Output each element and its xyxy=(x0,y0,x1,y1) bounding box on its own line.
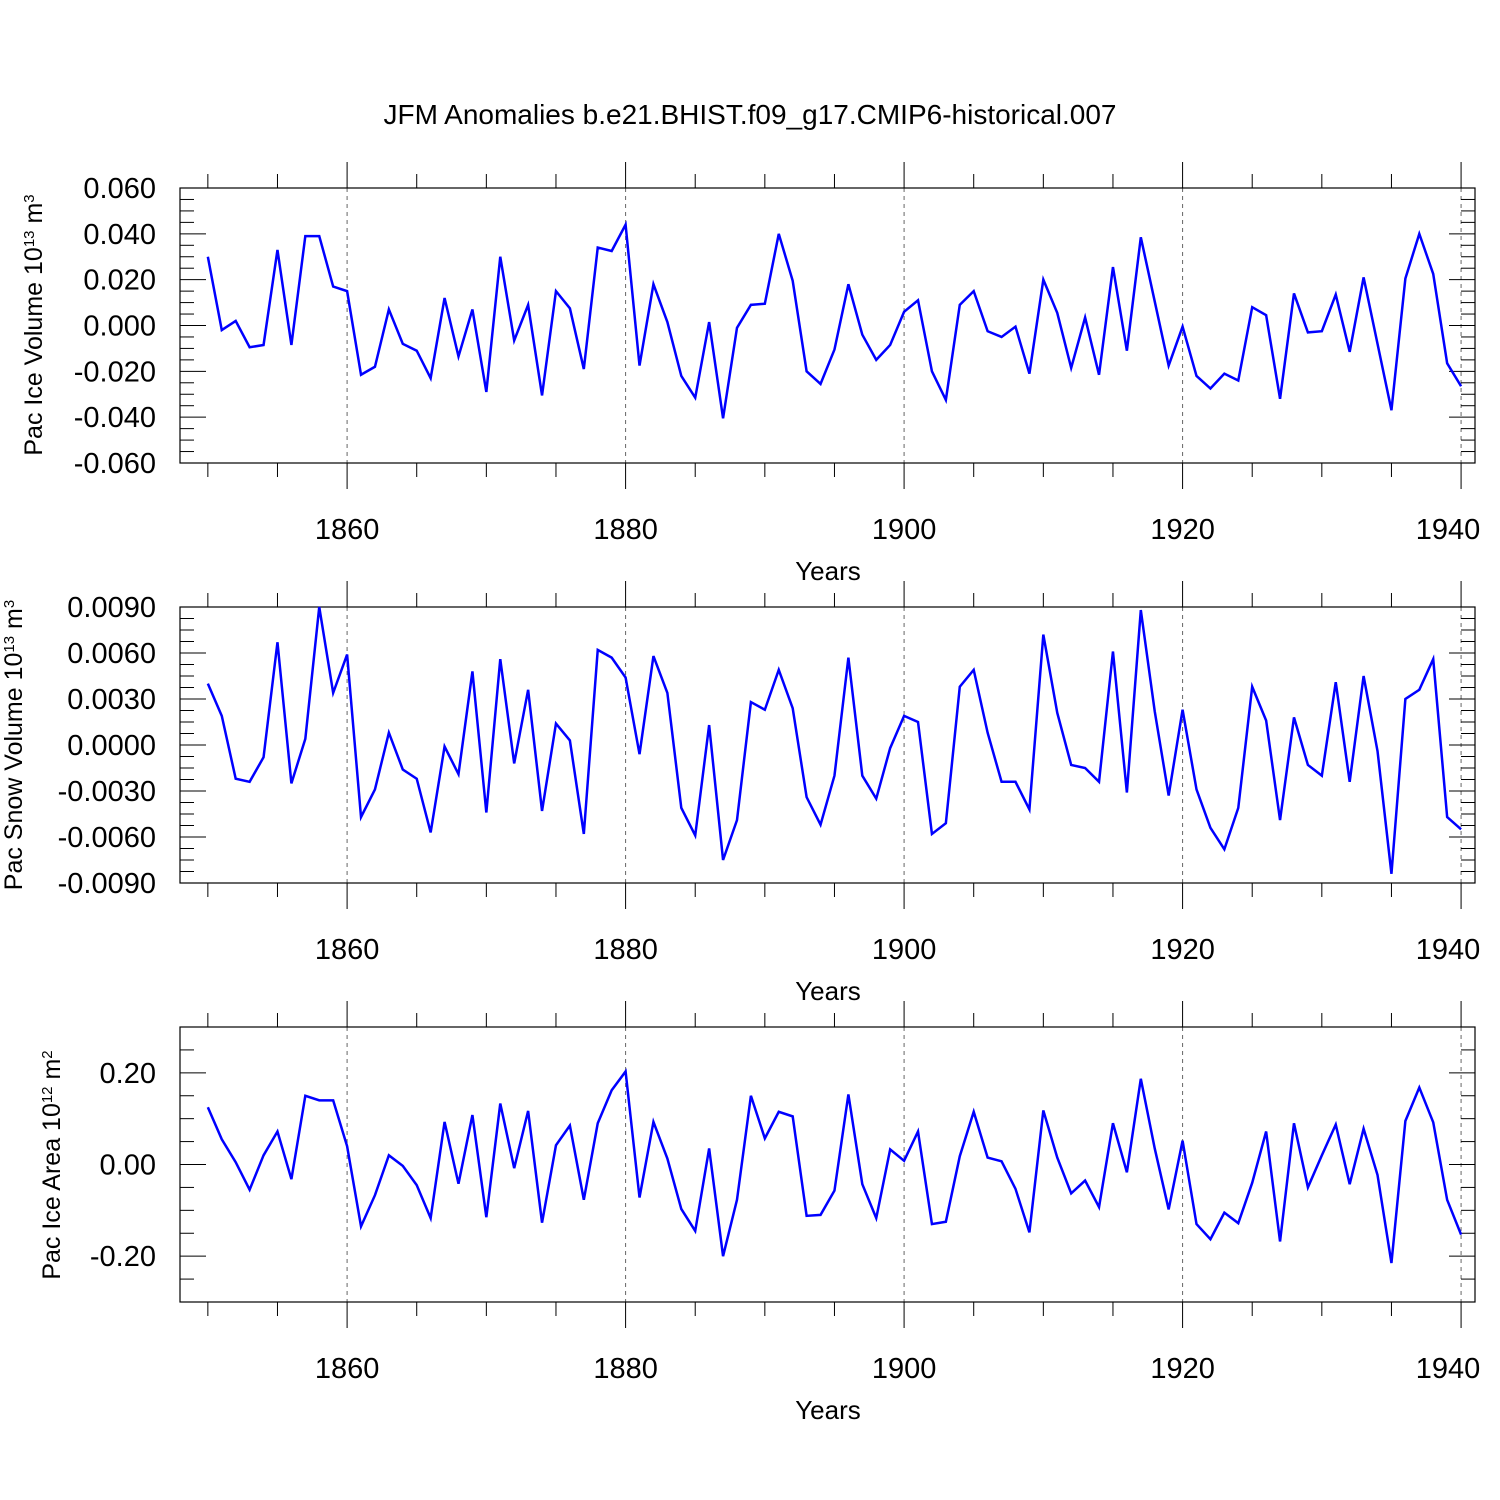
x-tick-label: 1920 xyxy=(1150,1353,1215,1385)
plot-frame xyxy=(179,606,1476,884)
x-tick-label: 1940 xyxy=(1416,1353,1481,1385)
y-tick-label: 0.0000 xyxy=(67,730,156,762)
y-axis-label-exponent: 13 xyxy=(21,230,38,247)
panel-snow-volume: -0.0090 -0.0060 -0.0030 0.0000 0.0030 0.0060 0… xyxy=(0,581,1480,1006)
x-tick-label: 1900 xyxy=(872,1353,937,1385)
x-tick-label: 1880 xyxy=(593,934,658,966)
y-axis-label-text: Pac Ice Volume 10 xyxy=(20,247,48,455)
plot-frame xyxy=(179,1026,1476,1303)
y-tick-label: -0.020 xyxy=(74,356,156,388)
y-axis-label-text: Pac Snow Volume 10 xyxy=(0,653,28,891)
y-tick-label: 0.060 xyxy=(83,173,156,205)
y-tick-label: -0.0030 xyxy=(58,776,156,808)
y-tick-label: -0.0090 xyxy=(58,868,156,900)
x-axis-label: Years xyxy=(795,976,861,1006)
y-tick-label: 0.0030 xyxy=(67,684,156,716)
panel-ice-volume: -0.060 -0.040 -0.020 0.000 0.020 0.040 0.060 18… xyxy=(20,162,1480,586)
y-tick-label: 0.000 xyxy=(83,311,156,343)
x-tick-label: 1920 xyxy=(1150,934,1215,966)
y-axis-label: Pac Ice Area 1012 m2 xyxy=(38,1050,66,1279)
series-line-ice-area xyxy=(206,1068,1463,1264)
panel-ice-area: -0.20 0.00 0.20 1860 1880 1900 1920 1940 Years Pa… xyxy=(38,1001,1480,1425)
x-tick-label: 1880 xyxy=(593,514,658,546)
x-axis-label: Years xyxy=(795,556,861,586)
y-tick-label: 0.0060 xyxy=(67,638,156,670)
y-axis-label-exponent: 2 xyxy=(39,1050,56,1058)
y-tick-label: 0.20 xyxy=(100,1058,156,1090)
y-axis-label-exponent: 3 xyxy=(1,600,18,608)
y-tick-label: -0.040 xyxy=(74,402,156,434)
y-axis-label-text: m xyxy=(0,608,28,636)
x-tick-label: 1940 xyxy=(1416,934,1481,966)
series-line-snow-volume xyxy=(206,606,1462,874)
y-tick-label: 0.00 xyxy=(100,1150,156,1182)
y-tick-label: -0.20 xyxy=(90,1241,156,1273)
x-tick-label: 1860 xyxy=(315,1353,380,1385)
x-tick-label: 1920 xyxy=(1150,514,1215,546)
y-axis-label-exponent: 13 xyxy=(1,636,18,653)
figure-title: JFM Anomalies b.e21.BHIST.f09_g17.CMIP6-… xyxy=(383,99,1116,130)
x-tick-label: 1860 xyxy=(315,934,380,966)
y-axis-label-exponent: 3 xyxy=(21,194,38,202)
y-axis-label-text: Pac Ice Area 10 xyxy=(38,1103,66,1280)
panels: -0.060 -0.040 -0.020 0.000 0.020 0.040 0.060 18… xyxy=(0,162,1480,1425)
y-tick-label: -0.0060 xyxy=(58,822,156,854)
x-tick-label: 1900 xyxy=(872,934,937,966)
x-tick-label: 1940 xyxy=(1416,514,1481,546)
x-tick-label: 1860 xyxy=(315,514,380,546)
plot-frame xyxy=(179,187,1476,464)
y-tick-label: -0.060 xyxy=(74,448,156,480)
y-tick-label: 0.020 xyxy=(83,265,156,297)
y-axis-label-exponent: 12 xyxy=(39,1086,56,1103)
y-axis-label: Pac Snow Volume 1013 m3 xyxy=(0,600,28,890)
y-axis-label: Pac Ice Volume 1013 m3 xyxy=(20,194,48,455)
y-tick-label: 0.040 xyxy=(83,219,156,251)
y-axis-label-text: m xyxy=(20,203,48,231)
x-tick-label: 1880 xyxy=(593,1353,658,1385)
y-axis-label-text: m xyxy=(38,1059,66,1087)
x-axis-label: Years xyxy=(795,1395,861,1425)
series-line-ice-volume xyxy=(206,220,1463,419)
x-tick-label: 1900 xyxy=(872,514,937,546)
y-tick-label: 0.0090 xyxy=(67,592,156,624)
